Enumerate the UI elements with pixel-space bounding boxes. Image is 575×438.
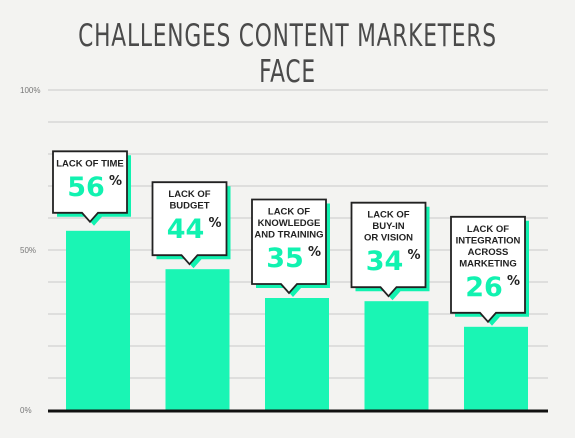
callout-box (251, 198, 327, 295)
category-label: ACROSS (468, 247, 509, 258)
y-tick-label: 50% (20, 246, 36, 255)
category-label: BUDGET (169, 201, 209, 212)
category-label: LACK OF (268, 207, 310, 218)
category-label: LACK OF (367, 210, 409, 221)
bar (165, 269, 230, 410)
category-label: INTEGRATION (456, 235, 521, 246)
category-label: MARKETING (459, 258, 517, 269)
category-label: LACK OF TIME (56, 158, 124, 169)
data-label: 34 (366, 246, 404, 277)
bar (464, 326, 528, 410)
category-label: AND TRAINING (254, 230, 323, 241)
category-label: LACK OF (168, 189, 210, 200)
data-label: 35 (266, 243, 304, 274)
category-label: OR VISION (364, 233, 413, 244)
callout-box (350, 201, 427, 298)
callout-box (52, 150, 128, 224)
y-tick-label: 100% (20, 86, 40, 95)
percent-sign: % (109, 174, 122, 189)
percent-sign: % (507, 274, 520, 289)
data-label: 44 (167, 214, 205, 245)
callout: LACK OF TIME 56% (52, 150, 131, 226)
callout-box (151, 181, 228, 266)
category-label: KNOWLEDGE (258, 218, 321, 229)
data-label: 26 (465, 272, 503, 303)
category-label: BUY-IN (372, 221, 404, 232)
chart-title: CHALLENGES CONTENT MARKETERS FACE (78, 18, 497, 90)
percent-sign: % (408, 248, 421, 263)
category-label: LACK OF (467, 224, 509, 235)
percent-sign: % (209, 216, 222, 231)
data-label: 56 (67, 172, 105, 203)
bar (364, 301, 429, 410)
y-tick-label: 0% (20, 406, 32, 415)
percent-sign: % (308, 245, 321, 260)
bar (66, 230, 130, 410)
bar (265, 298, 329, 410)
callout-box (450, 215, 526, 324)
